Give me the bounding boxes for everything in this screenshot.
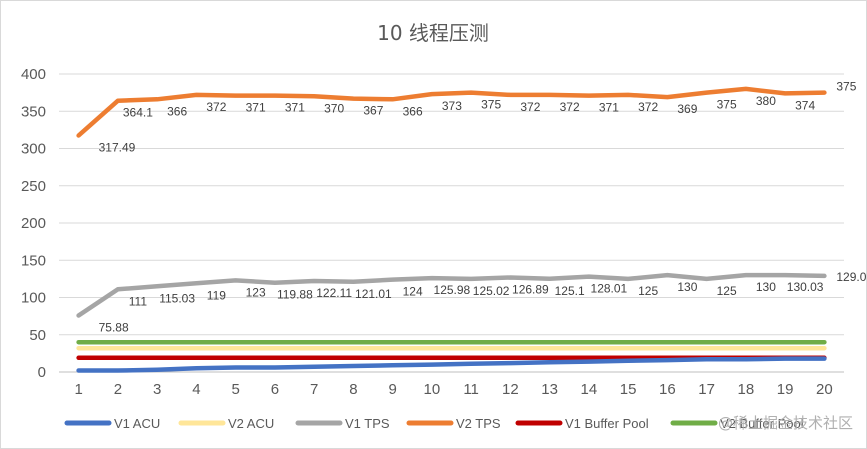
x-tick-label: 20 <box>816 381 833 398</box>
x-tick-label: 11 <box>463 381 479 398</box>
data-label: 375 <box>717 98 737 112</box>
x-tick-label: 4 <box>192 381 200 398</box>
x-tick-label: 9 <box>388 381 396 398</box>
x-tick-label: 12 <box>502 381 519 398</box>
y-axis-ticks: 0 50 100 150 200 250 300 350 400 <box>21 66 46 381</box>
x-tick-label: 2 <box>114 381 122 398</box>
data-label: 373 <box>442 99 462 113</box>
data-label: 370 <box>324 101 344 115</box>
data-label: 317.49 <box>99 140 136 154</box>
data-label: 123 <box>246 285 266 299</box>
series-lines <box>76 86 827 373</box>
data-label: 367 <box>363 104 383 118</box>
legend-label: V2 Buffer Pool <box>720 416 804 431</box>
y-tick-label: 350 <box>21 103 46 120</box>
y-tick-label: 250 <box>21 178 46 195</box>
data-label: 372 <box>206 100 226 114</box>
series-line-v1-acu <box>76 356 827 373</box>
legend-label: V1 Buffer Pool <box>565 416 649 431</box>
x-tick-label: 14 <box>581 381 598 398</box>
data-label: 124 <box>403 285 423 299</box>
data-label: 374 <box>795 98 815 112</box>
data-label: 375 <box>836 80 856 94</box>
data-label: 366 <box>403 104 423 118</box>
gridlines <box>59 73 844 373</box>
data-label: 371 <box>246 101 266 115</box>
x-tick-label: 19 <box>777 381 794 398</box>
legend-label: V1 TPS <box>345 416 390 431</box>
x-tick-label: 18 <box>738 381 755 398</box>
x-tick-label: 3 <box>153 381 161 398</box>
data-label: 371 <box>285 101 305 115</box>
data-label: 364.1 <box>123 106 153 120</box>
data-label: 380 <box>756 94 776 108</box>
data-label: 130 <box>677 280 697 294</box>
data-label: 130.03 <box>787 280 824 294</box>
data-label: 130 <box>756 280 776 294</box>
data-label: 375 <box>481 98 501 112</box>
data-label: 372 <box>560 100 580 114</box>
x-tick-label: 6 <box>271 381 279 398</box>
data-label: 129.01 <box>836 270 866 284</box>
series-line-v1-tps <box>76 272 827 318</box>
x-tick-label: 8 <box>349 381 357 398</box>
data-label: 111 <box>129 294 148 308</box>
data-label: 372 <box>520 100 540 114</box>
data-label: 125 <box>638 284 658 298</box>
data-label: 119 <box>207 288 226 302</box>
y-tick-label: 300 <box>21 141 46 158</box>
x-tick-label: 5 <box>231 381 239 398</box>
data-label: 369 <box>677 102 697 116</box>
x-tick-label: 13 <box>541 381 558 398</box>
data-label: 121.01 <box>355 287 392 301</box>
y-tick-label: 400 <box>21 66 46 83</box>
legend-label: V1 ACU <box>114 416 160 431</box>
y-tick-label: 150 <box>21 252 46 269</box>
chart-title: 10 线程压测 <box>377 21 489 45</box>
x-tick-label: 1 <box>74 381 82 398</box>
data-label: 115.03 <box>159 291 195 305</box>
watermark-text: @稀土掘金技术社区 <box>718 414 853 432</box>
data-label: 371 <box>599 101 619 115</box>
y-tick-label: 200 <box>21 215 46 232</box>
series-line-v2-tps <box>76 86 827 138</box>
x-tick-label: 16 <box>659 381 676 398</box>
legend-label: V2 ACU <box>228 416 274 431</box>
data-label: 366 <box>167 104 187 118</box>
x-tick-label: 10 <box>424 381 441 398</box>
data-label: 125.1 <box>555 284 585 298</box>
data-label: 122.11 <box>316 286 352 300</box>
x-tick-label: 15 <box>620 381 637 398</box>
legend-label: V2 TPS <box>456 416 501 431</box>
x-tick-label: 7 <box>310 381 318 398</box>
data-label: 372 <box>638 100 658 114</box>
y-tick-label: 50 <box>29 327 46 344</box>
legend: V1 ACU V2 ACU V1 TPS V2 TPS V1 Buffer Pool V2… <box>64 416 804 431</box>
data-label: 128.01 <box>591 282 628 296</box>
x-axis-ticks: 1 2 3 4 5 6 7 8 9 10 11 12 13 14 15 16 17 18 19 20 <box>74 381 832 398</box>
y-tick-label: 100 <box>21 290 46 307</box>
data-label: 125.02 <box>473 284 510 298</box>
data-label: 125.98 <box>434 283 471 297</box>
data-label: 126.89 <box>512 282 549 296</box>
data-label: 119.88 <box>277 288 313 302</box>
y-tick-label: 0 <box>38 364 46 381</box>
data-label: 125 <box>717 284 737 298</box>
x-tick-label: 17 <box>698 381 715 398</box>
data-label: 75.88 <box>99 320 129 334</box>
